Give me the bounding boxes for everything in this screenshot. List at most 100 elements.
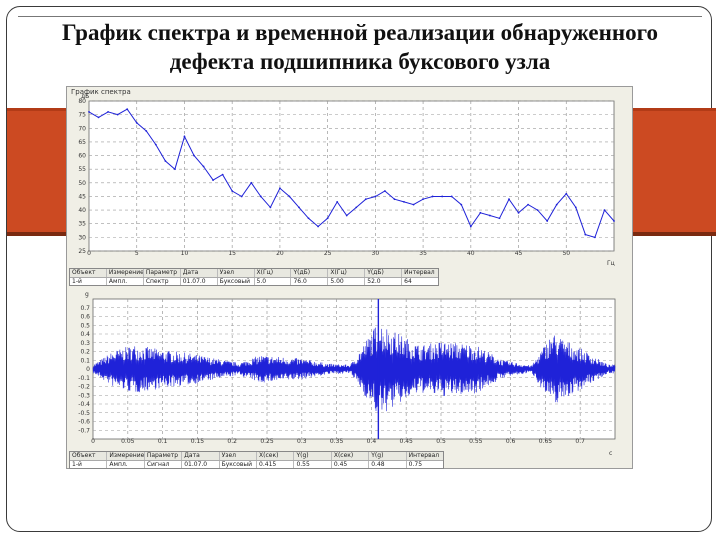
spectrum-point <box>613 220 615 222</box>
spectrum-point <box>584 233 587 236</box>
spectrum-point <box>489 214 491 217</box>
table-header-cell: X(сек) <box>332 452 370 460</box>
table-cell: 0.415 <box>257 461 295 468</box>
y-axis-label: дБ <box>81 93 89 100</box>
x-axis-label: с <box>609 450 612 457</box>
x-tick-label: 0.25 <box>260 438 274 445</box>
accent-band-left <box>7 108 67 236</box>
y-axis-label: g <box>85 291 89 298</box>
table-cell: 01.07.0 <box>182 461 220 468</box>
spectrum-point <box>221 173 224 176</box>
table-cell: Спектр <box>144 278 181 285</box>
y-tick-label: -0.4 <box>78 401 90 408</box>
spectrum-point <box>164 160 167 162</box>
spectrum-line <box>88 108 615 239</box>
spectrum-point <box>422 198 424 201</box>
x-tick-label: 0.2 <box>227 438 237 445</box>
x-tick-label: 0.45 <box>400 438 414 445</box>
table-cell: Буксовый <box>220 461 258 468</box>
y-tick-label: -0.2 <box>78 384 90 391</box>
table-header-cell: Узел <box>220 452 258 460</box>
spectrum-point <box>403 201 405 203</box>
y-tick-label: 50 <box>78 180 86 187</box>
spectrum-point <box>116 113 119 116</box>
table-header-cell: Параметр <box>145 452 183 460</box>
table-row: 1-й Ампл. Сигнал 01.07.0 Буксовый 0.415 0.55 0.… <box>70 461 443 468</box>
x-tick-label: 45 <box>515 250 523 257</box>
table-header-cell: Измерение <box>108 269 144 277</box>
x-tick-label: 0.5 <box>436 438 446 445</box>
y-tick-label: 0.3 <box>80 340 90 347</box>
spectrum-point <box>574 206 577 209</box>
spectrum-point <box>374 195 377 198</box>
x-tick-label: 0.4 <box>367 438 377 445</box>
table-cell: 5.00 <box>328 278 366 285</box>
y-tick-label: -0.1 <box>78 375 90 382</box>
table-cell: Ампл. <box>107 461 145 468</box>
y-tick-label: 65 <box>78 139 86 146</box>
x-tick-label: 0.55 <box>469 438 483 445</box>
spectrum-point <box>450 195 453 198</box>
table-cell: 1-й <box>70 278 107 285</box>
y-tick-label: 75 <box>78 112 86 119</box>
spectrum-point <box>594 236 596 239</box>
table-header-cell: Объект <box>70 452 108 460</box>
y-tick-label: 45 <box>78 193 86 200</box>
table-header-cell: Объект <box>70 269 107 277</box>
table-cell: Сигнал <box>145 461 183 468</box>
slide-title-line-1: График спектра и временной реализации об… <box>62 20 658 45</box>
chart-1: 0 5 10 15 20 25 30 35 40 45 50 25 30 35 40 45 50 55 60 65 70… <box>78 93 615 267</box>
spectrum-point <box>231 190 234 192</box>
spectrum-point <box>317 225 319 228</box>
x-tick-label: 0.7 <box>575 438 585 445</box>
spectrum-point <box>97 116 100 119</box>
spectrum-point <box>174 168 176 171</box>
spectrum-point <box>508 198 510 201</box>
slide-title-line-2: дефекта подшипника буксового узла <box>169 49 551 74</box>
spectrum-point <box>88 111 90 113</box>
y-tick-label: 80 <box>78 98 86 105</box>
table-cell: 5.0 <box>255 278 292 285</box>
spectrum-point <box>355 206 358 209</box>
x-tick-label: 50 <box>562 250 570 257</box>
x-tick-label: 40 <box>467 250 475 257</box>
table-header-cell: Интервал <box>404 269 435 276</box>
spectrum-point <box>517 211 520 214</box>
table-header-cell: X(Гц) <box>255 269 292 277</box>
table-cell: 0.48 <box>369 461 407 468</box>
x-tick-label: 35 <box>419 250 427 257</box>
plot-area <box>88 100 615 252</box>
x-tick-label: 0 <box>91 438 95 445</box>
x-tick-label: 5 <box>135 250 139 257</box>
spectrum-point <box>212 179 214 181</box>
slide-frame <box>6 6 712 532</box>
y-tick-label: 0.4 <box>80 331 90 338</box>
table-header-row: Объект Измерение Параметр Дата Узел X(сек) Y(g… <box>70 452 443 461</box>
y-tick-label: 0.5 <box>80 322 90 329</box>
table-cell: Ампл. <box>107 278 144 285</box>
y-tick-label: 35 <box>78 221 86 228</box>
y-tick-label: 55 <box>78 166 86 173</box>
table-cell: 1-й <box>70 461 108 468</box>
spectrum-point <box>498 217 501 220</box>
table-header-cell: X(сек) <box>257 452 295 460</box>
slide-title: График спектра и временной реализации об… <box>10 18 710 76</box>
spectrum-point <box>145 130 148 132</box>
x-tick-label: 0.3 <box>297 438 307 445</box>
y-tick-label: 0.2 <box>80 349 90 356</box>
chart-panel: График спектра 0 5 10 15 20 25 30 35 40 45 50 25 30 3… <box>66 86 633 469</box>
table-header-cell: X(Гц) <box>328 269 366 277</box>
spectrum-point <box>336 201 339 203</box>
spectrum-point <box>202 165 205 168</box>
spectrum-cursor-table: Объект Измерение Параметр Дата Узел X(Гц) Y(дБ… <box>69 268 439 286</box>
table-cell: 64 <box>404 278 412 285</box>
y-tick-label: 25 <box>78 248 86 255</box>
table-header-cell: Узел <box>218 269 255 277</box>
table-header-cell: Дата <box>181 269 218 277</box>
spectrum-point <box>412 203 415 206</box>
spectrum-point <box>107 111 109 113</box>
y-tick-label: -0.6 <box>78 419 90 426</box>
spectrum-point <box>326 217 329 220</box>
spectrum-point <box>536 209 539 211</box>
y-tick-label: 40 <box>78 207 86 214</box>
